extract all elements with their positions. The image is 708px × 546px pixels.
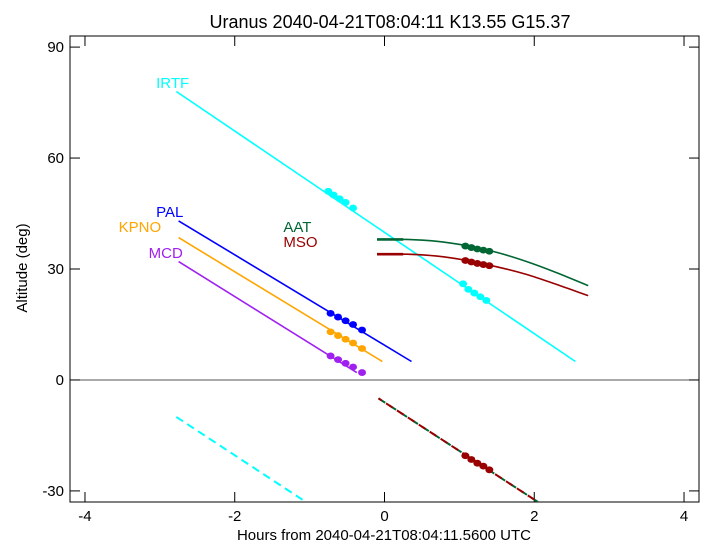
data-point-pal — [326, 309, 335, 317]
data-point-pal — [341, 317, 350, 325]
y-tick-label: 0 — [56, 372, 64, 389]
y-tick-label: 60 — [47, 150, 64, 167]
data-point-irtf — [349, 204, 358, 212]
data-point-mcd — [334, 356, 343, 364]
data-point-kpno — [358, 345, 367, 352]
chart-title: Uranus 2040-04-21T08:04:11 K13.55 G15.37 — [210, 12, 571, 32]
x-tick-label: 2 — [530, 508, 538, 525]
series-label-kpno: KPNO — [119, 219, 162, 236]
data-point-irtf — [470, 289, 479, 297]
data-point-mso — [473, 459, 482, 467]
data-point-irtf — [324, 187, 333, 195]
series-label-aat: AAT — [283, 219, 311, 236]
data-point-mcd — [326, 352, 335, 360]
data-point-kpno — [349, 339, 358, 347]
data-point-mcd — [341, 359, 350, 367]
data-point-mso — [479, 261, 488, 268]
data-point-kpno — [326, 328, 335, 336]
y-tick-label: 90 — [47, 39, 64, 56]
data-point-mso — [473, 260, 482, 267]
y-tick-label: -30 — [42, 483, 64, 500]
data-point-aat — [473, 245, 482, 253]
data-point-mso — [461, 452, 470, 460]
data-point-mso — [485, 262, 494, 270]
data-point-kpno — [341, 335, 350, 343]
series-label-pal: PAL — [156, 204, 183, 221]
data-point-mso — [485, 466, 494, 474]
x-tick-label: -2 — [228, 508, 241, 525]
y-tick-label: 30 — [47, 261, 64, 278]
data-point-irtf — [459, 280, 468, 288]
x-tick-label: 4 — [680, 508, 688, 525]
data-point-mcd — [358, 369, 367, 376]
data-point-aat — [479, 246, 488, 254]
data-point-kpno — [334, 332, 343, 339]
data-point-irtf — [341, 199, 350, 206]
data-point-irtf — [335, 195, 344, 203]
x-tick-label: -4 — [78, 508, 91, 525]
data-point-pal — [334, 313, 343, 321]
series-label-mso: MSO — [283, 234, 317, 251]
series-line-mcd — [178, 260, 358, 374]
data-point-irtf — [482, 297, 491, 304]
data-point-irtf — [464, 285, 473, 293]
series-line-irtf — [175, 90, 576, 363]
data-point-irtf — [476, 293, 485, 301]
data-point-pal — [358, 326, 367, 334]
data-point-aat — [485, 247, 494, 255]
data-point-mso — [479, 462, 488, 470]
y-axis-label: Altitude (deg) — [14, 223, 31, 312]
series-line-mso-dashed — [377, 397, 539, 502]
x-axis-label: Hours from 2040-04-21T08:04:11.5600 UTC — [237, 527, 531, 544]
data-point-mcd — [349, 363, 358, 371]
data-point-pal — [349, 321, 358, 328]
series-label-mcd: MCD — [149, 245, 183, 262]
data-point-irtf — [329, 191, 338, 199]
data-point-mso — [467, 456, 476, 463]
x-tick-label: 0 — [380, 508, 388, 525]
series-label-irtf: IRTF — [156, 75, 189, 92]
series-line-pal — [178, 220, 412, 363]
